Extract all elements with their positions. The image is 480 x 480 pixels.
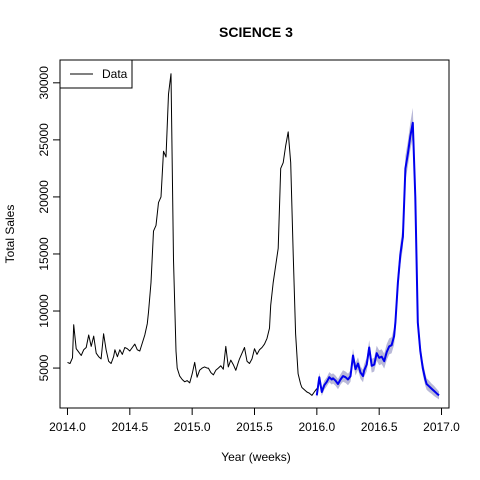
x-axis-title: Year (weeks) bbox=[221, 450, 291, 464]
y-tick-label: 5000 bbox=[37, 354, 51, 381]
y-tick-label: 10000 bbox=[37, 294, 51, 328]
plot-frame bbox=[59, 59, 450, 409]
series-layer bbox=[67, 73, 440, 397]
x-tick-label: 2014.0 bbox=[49, 420, 86, 434]
data-series-line bbox=[67, 73, 318, 396]
legend-label: Data bbox=[102, 67, 128, 81]
x-tick-label: 2015.5 bbox=[236, 420, 273, 434]
y-axis-title: Total Sales bbox=[3, 205, 17, 264]
chart-title: SCIENCE 3 bbox=[219, 24, 293, 40]
x-tick-label: 2014.5 bbox=[111, 420, 148, 434]
forecast-series-line bbox=[315, 121, 440, 397]
y-tick-label: 30000 bbox=[37, 66, 51, 100]
x-tick-label: 2016.0 bbox=[298, 420, 335, 434]
x-tick-label: 2016.5 bbox=[361, 420, 398, 434]
x-tick-label: 2017.0 bbox=[423, 420, 460, 434]
y-tick-label: 20000 bbox=[37, 180, 51, 214]
x-tick-label: 2015.0 bbox=[174, 420, 211, 434]
y-tick-label: 15000 bbox=[37, 237, 51, 271]
y-tick-label: 25000 bbox=[37, 123, 51, 157]
x-axis: 2014.0 2014.5 2015.0 2015.5 2016.0 2016.5 2017… bbox=[49, 407, 460, 434]
y-axis: 5000 10000 15000 20000 25000 30000 bbox=[37, 66, 61, 381]
legend: Data bbox=[59, 59, 133, 89]
